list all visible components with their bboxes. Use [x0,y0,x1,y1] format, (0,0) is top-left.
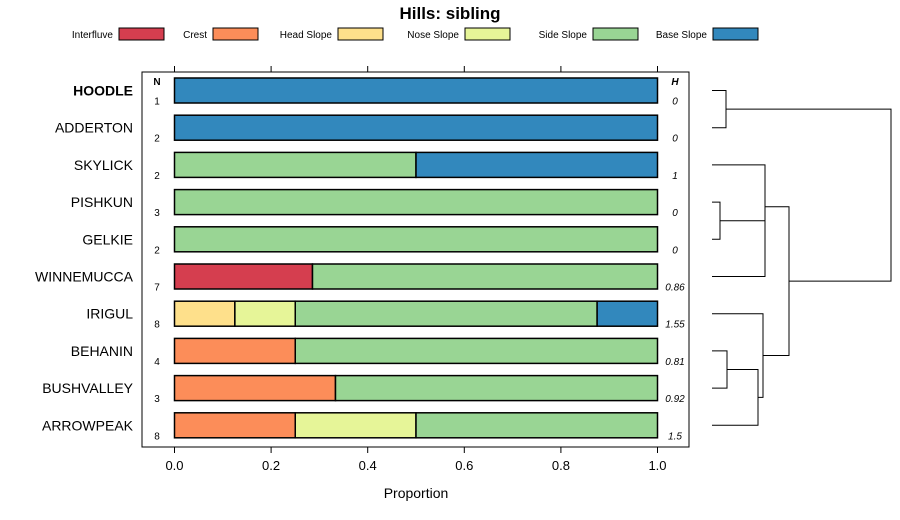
row-label: ADDERTON [55,120,133,136]
h-value: 1.55 [665,320,685,331]
row-label: ARROWPEAK [42,417,134,433]
bar-segment-side-slope [173,226,659,253]
chart-title: Hills: sibling [399,4,500,23]
h-value: 1.5 [668,431,682,442]
bar-segment-side-slope [334,374,659,402]
row-arrowpeak: ARROWPEAK 8 1.5 [42,412,682,442]
row-label: WINNEMUCCA [35,269,134,285]
legend-swatch-interfluve [118,27,165,41]
x-tick-label: 0.8 [552,458,570,473]
row-gelkie: GELKIE 2 0 [82,226,678,256]
n-value: 3 [154,394,160,405]
legend-label-crest: Crest [183,30,207,41]
merge-skylick [712,164,766,249]
legend-label-head-slope: Head Slope [280,30,333,41]
row-label: BUSHVALLEY [42,380,133,396]
n-value: 3 [154,208,160,219]
bar-segment-crest [173,412,296,439]
row-label: PISHKUN [71,194,133,210]
bar-segment-base-slope [173,77,659,104]
bar-segment-side-slope [311,263,659,290]
x-tick-label: 0.6 [455,458,473,473]
h-value: 0.86 [665,283,685,294]
bar-segment-side-slope [173,151,417,179]
merge-lower-clusters [763,206,790,357]
bar-segment-base-slope [173,114,659,141]
merge-arrowpeak [712,369,759,426]
bar-segment-side-slope [415,412,659,439]
bar-segment-nose-slope [294,412,417,439]
row-adderton: ADDERTON 2 0 [55,114,678,145]
bar-segment-base-slope [596,300,659,327]
row-label: GELKIE [82,231,133,247]
legend-swatch-base-slope [712,27,759,41]
n-value: 8 [154,320,160,331]
x-tick-label: 1.0 [648,458,666,473]
x-tick-label: 0.0 [165,458,183,473]
row-irigul: IRIGUL 8 1.55 [86,300,685,331]
bar-segment-side-slope [294,300,598,327]
row-skylick: SKYLICK 2 1 [74,151,678,182]
dendrogram [712,90,892,426]
bar-segment-side-slope [294,337,659,365]
x-tick-label: 0.2 [262,458,280,473]
bar-segment-nose-slope [234,300,296,327]
row-label: HOODLE [73,83,133,99]
row-hoodle: HOODLE 1 0 [73,77,678,108]
h-column-header: H [671,77,679,88]
h-value: 0.81 [665,357,684,368]
bar-segment-crest [173,337,296,365]
row-label: IRIGUL [86,306,133,322]
h-value: 0.92 [665,394,685,405]
legend-swatch-crest [212,27,259,41]
legend-swatch-head-slope [337,27,384,41]
n-column-header: N [153,77,160,88]
merge-root [726,108,892,282]
x-tick-label: 0.4 [359,458,377,473]
merge-pishkun-gelkie [712,201,721,240]
legend-label-interfluve: Interfluve [72,30,114,41]
bar-segment-base-slope [415,151,659,179]
x-axis: 0.0 0.2 0.4 0.6 0.8 1.0 [165,447,667,473]
n-value: 2 [154,245,160,256]
bar-segment-head-slope [173,300,236,327]
n-value: 2 [154,171,160,182]
legend-label-base-slope: Base Slope [656,30,708,41]
h-value: 0 [672,245,678,256]
row-winnemucca: WINNEMUCCA 7 0.86 [35,263,685,294]
n-value: 4 [154,357,160,368]
legend-label-side-slope: Side Slope [539,30,588,41]
legend-swatch-side-slope [592,27,639,41]
row-behanin: BEHANIN 4 0.81 [71,337,685,368]
plot-panel [141,71,690,448]
legend: Interfluve Crest Head Slope Nose Slope Side … [72,27,759,41]
h-value: 1 [672,171,678,182]
merge-hoodle-adderton [712,90,727,129]
merge-behanin-bushvalley [712,350,728,389]
n-value: 7 [154,283,160,294]
top-axis-ticks [174,66,658,72]
n-value: 1 [154,97,160,108]
bar-segment-interfluve [173,263,314,290]
merge-irigul [712,313,764,398]
n-value: 8 [154,431,160,442]
legend-swatch-nose-slope [464,27,511,41]
bar-segment-side-slope [173,188,659,216]
bar-segment-crest [173,374,337,402]
legend-label-nose-slope: Nose Slope [407,30,459,41]
h-value: 0 [672,134,678,145]
row-label: BEHANIN [71,343,133,359]
row-label: SKYLICK [74,157,134,173]
h-value: 0 [672,208,678,219]
x-axis-label: Proportion [384,485,449,501]
row-bushvalley: BUSHVALLEY 3 0.92 [42,374,685,405]
n-value: 2 [154,134,160,145]
h-value: 0 [672,97,678,108]
row-pishkun: PISHKUN 3 0 [71,188,678,219]
